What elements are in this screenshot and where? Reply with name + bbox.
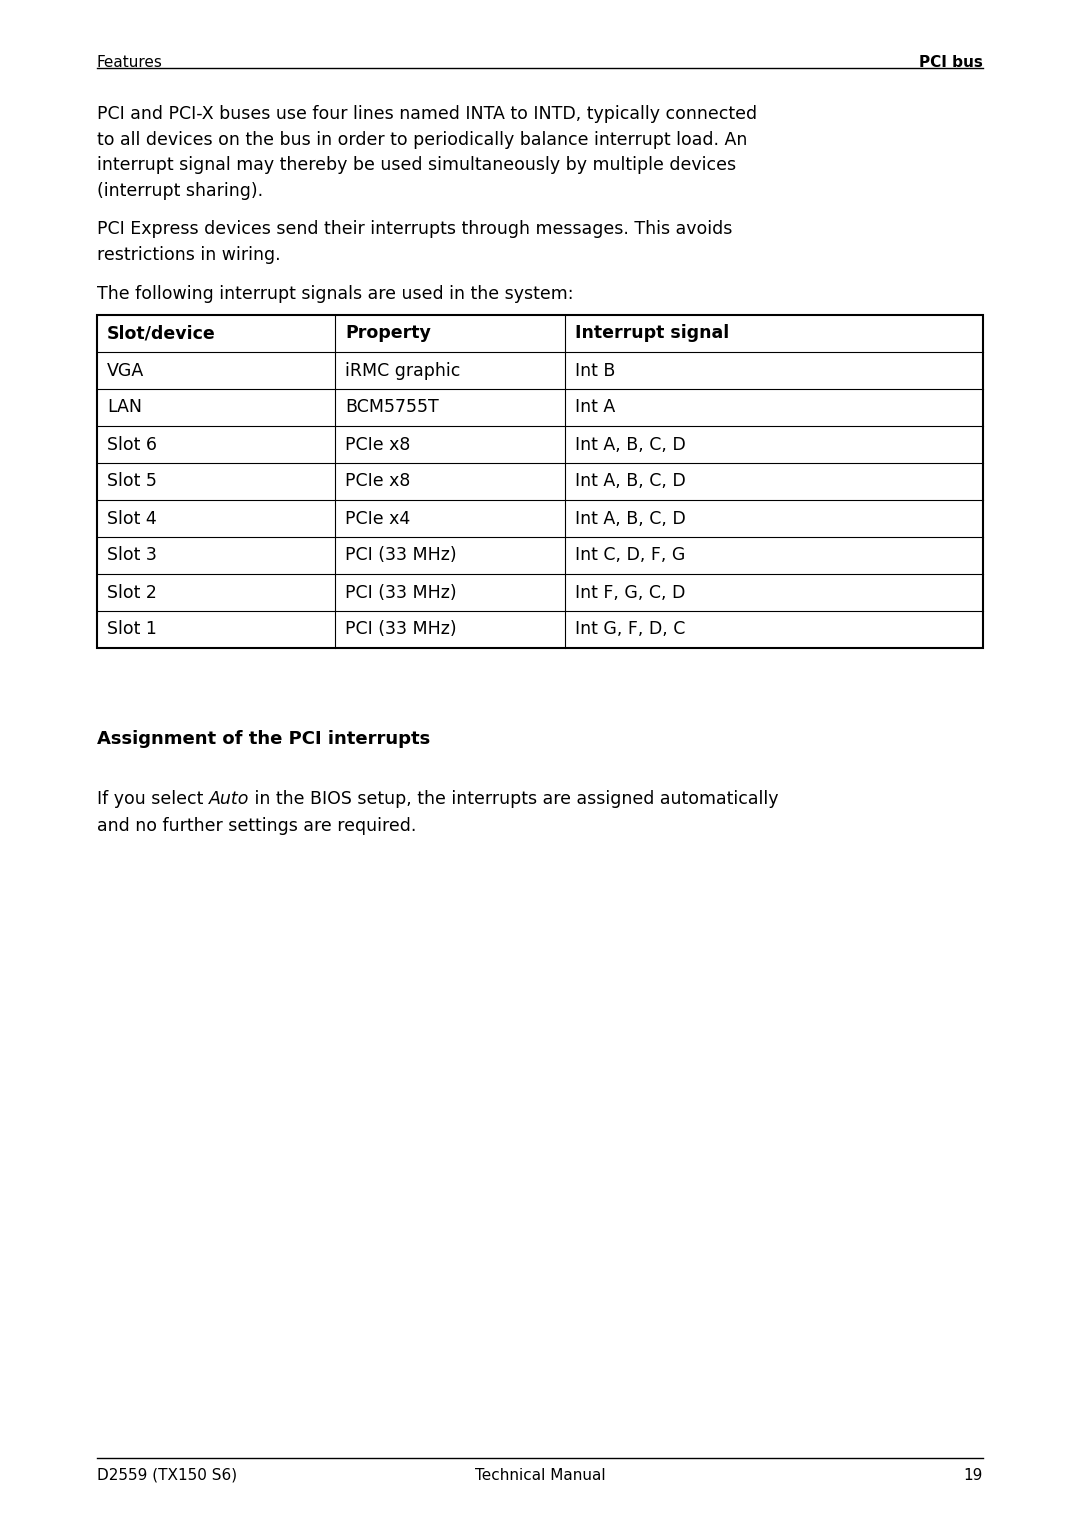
Text: Int A, B, C, D: Int A, B, C, D <box>575 473 686 490</box>
Text: Int A, B, C, D: Int A, B, C, D <box>575 435 686 453</box>
Text: Slot 1: Slot 1 <box>107 621 157 638</box>
Text: PCIe x8: PCIe x8 <box>345 435 410 453</box>
Text: If you select: If you select <box>97 790 208 807</box>
Text: and no further settings are required.: and no further settings are required. <box>97 816 417 835</box>
Text: Int F, G, C, D: Int F, G, C, D <box>575 583 686 601</box>
Text: PCI and PCI-X buses use four lines named INTA to INTD, typically connected
to al: PCI and PCI-X buses use four lines named… <box>97 105 757 200</box>
Text: Slot 2: Slot 2 <box>107 583 157 601</box>
Text: BCM5755T: BCM5755T <box>345 398 438 417</box>
Text: Technical Manual: Technical Manual <box>475 1468 605 1483</box>
Text: PCI (33 MHz): PCI (33 MHz) <box>345 583 457 601</box>
Text: Slot 3: Slot 3 <box>107 546 157 565</box>
Text: iRMC graphic: iRMC graphic <box>345 362 460 380</box>
Text: PCIe x8: PCIe x8 <box>345 473 410 490</box>
Text: PCI bus: PCI bus <box>919 55 983 70</box>
Text: LAN: LAN <box>107 398 141 417</box>
Text: Features: Features <box>97 55 163 70</box>
Text: Int B: Int B <box>575 362 616 380</box>
Bar <box>97 314 983 649</box>
Text: Property: Property <box>345 325 431 342</box>
Text: Interrupt signal: Interrupt signal <box>575 325 729 342</box>
Text: Slot 4: Slot 4 <box>107 510 157 528</box>
Text: Auto: Auto <box>208 790 249 807</box>
Text: in the BIOS setup, the interrupts are assigned automatically: in the BIOS setup, the interrupts are as… <box>249 790 779 807</box>
Text: D2559 (TX150 S6): D2559 (TX150 S6) <box>97 1468 238 1483</box>
Text: PCI Express devices send their interrupts through messages. This avoids
restrict: PCI Express devices send their interrupt… <box>97 220 732 264</box>
Text: Int A: Int A <box>575 398 616 417</box>
Text: PCIe x4: PCIe x4 <box>345 510 410 528</box>
Text: 19: 19 <box>963 1468 983 1483</box>
Text: PCI (33 MHz): PCI (33 MHz) <box>345 546 457 565</box>
Text: PCI (33 MHz): PCI (33 MHz) <box>345 621 457 638</box>
Text: Slot/device: Slot/device <box>107 325 216 342</box>
Text: Slot 5: Slot 5 <box>107 473 157 490</box>
Text: Int A, B, C, D: Int A, B, C, D <box>575 510 686 528</box>
Text: Assignment of the PCI interrupts: Assignment of the PCI interrupts <box>97 729 430 748</box>
Text: Slot 6: Slot 6 <box>107 435 157 453</box>
Text: Int G, F, D, C: Int G, F, D, C <box>575 621 686 638</box>
Text: VGA: VGA <box>107 362 145 380</box>
Text: Int C, D, F, G: Int C, D, F, G <box>575 546 686 565</box>
Text: The following interrupt signals are used in the system:: The following interrupt signals are used… <box>97 285 573 304</box>
